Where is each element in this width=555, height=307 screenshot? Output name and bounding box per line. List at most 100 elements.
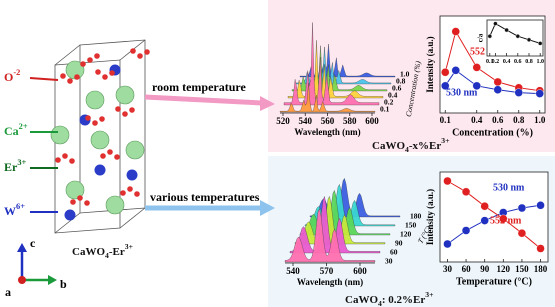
- data-point: [481, 217, 489, 225]
- ca-er-ion: [116, 86, 134, 104]
- data-point: [516, 34, 520, 38]
- ion-pointer: [30, 78, 58, 80]
- o-ion: [77, 195, 83, 201]
- x-tick-label: 580: [343, 116, 357, 126]
- text-part: CaWO: [345, 294, 378, 306]
- x-tick-label: 180: [534, 264, 548, 274]
- text-part: : 0.2%Er: [382, 294, 426, 306]
- data-point: [481, 202, 489, 210]
- x-tick-label: 0.2: [492, 59, 500, 65]
- series-label: 530 nm: [446, 87, 478, 98]
- x-tick-label: 120: [497, 264, 511, 274]
- pink-arrow: [145, 97, 262, 103]
- data-point: [505, 28, 509, 32]
- x-tick-label: 540: [299, 116, 313, 126]
- data-point: [488, 34, 492, 38]
- depth-tick-label: 60: [390, 248, 398, 257]
- o-ion: [87, 57, 93, 63]
- caption: CaWO4: 0.2%Er3+: [345, 290, 433, 307]
- arrow-label: room temperature: [152, 80, 247, 94]
- o-ion: [109, 70, 115, 76]
- structure-formula: CaWO4-Er3+: [72, 242, 133, 260]
- data-point: [441, 68, 449, 76]
- o-ion: [102, 74, 108, 80]
- depth-tick-label: 30: [385, 257, 393, 266]
- o-ion: [85, 115, 91, 121]
- depth-tick-label: 180: [410, 212, 422, 221]
- ca-er-ion: [51, 126, 69, 144]
- depth-tick-label: 120: [400, 230, 412, 239]
- x-axis-label: Temperature (°C): [456, 276, 532, 287]
- x-tick-label: 600: [353, 266, 367, 276]
- o-ion: [100, 153, 106, 159]
- o-ion: [129, 107, 135, 113]
- data-point: [538, 41, 542, 45]
- x-tick-label: 1.0: [534, 115, 546, 125]
- text-part: Ca: [4, 124, 19, 138]
- ion-label: W6+: [4, 202, 25, 217]
- data-point: [537, 245, 545, 253]
- x-tick-label: 570: [320, 266, 334, 276]
- x-axis-label: Concentration (%): [452, 127, 533, 138]
- o-ion: [144, 49, 150, 55]
- o-ion: [120, 190, 126, 196]
- data-point: [518, 204, 526, 212]
- data-point: [536, 90, 544, 98]
- axis-letter: a: [5, 285, 11, 299]
- w-ion: [65, 210, 76, 221]
- data-point: [462, 227, 470, 235]
- text-part: W: [4, 204, 16, 218]
- text-part: -x%Er: [409, 140, 442, 152]
- o-ion: [107, 149, 113, 155]
- depth-tick-label: 90: [395, 239, 403, 248]
- ion-label: Ca2+: [4, 122, 28, 137]
- text-part: 3+: [441, 136, 449, 145]
- coordinate-triad: [17, 243, 57, 285]
- text-part: -2: [13, 68, 20, 77]
- o-ion: [94, 53, 100, 59]
- o-ion: [122, 111, 128, 117]
- arrow-label: various temperatures: [150, 190, 260, 204]
- arrow-head: [48, 275, 57, 285]
- o-ion: [134, 191, 140, 197]
- o-ion: [115, 106, 121, 112]
- x-tick-label: 540: [286, 266, 300, 276]
- x-tick-label: 520: [276, 116, 290, 126]
- y-axis-label: c/a: [477, 33, 485, 42]
- ca-er-ion: [86, 91, 104, 109]
- data-point: [473, 63, 481, 71]
- series-label: 530 nm: [493, 182, 525, 193]
- o-ion: [137, 53, 143, 59]
- text-part: CaWO: [372, 140, 405, 152]
- x-tick-label: 0.4: [503, 59, 511, 65]
- o-ion: [74, 74, 80, 80]
- o-ion: [60, 73, 66, 79]
- arrow-head: [17, 243, 27, 252]
- cell-edge: [120, 208, 145, 228]
- data-point: [515, 89, 523, 97]
- x-tick-label: 0.8: [513, 115, 525, 125]
- o-ion: [70, 199, 76, 205]
- series-label: 552 nm: [490, 215, 522, 226]
- o-ion: [62, 153, 68, 159]
- data-point: [494, 78, 502, 86]
- depth-tick-label: 1.0: [400, 70, 410, 79]
- text-part: Er: [4, 160, 18, 174]
- data-point: [443, 177, 451, 185]
- text-part: 3+: [125, 242, 133, 251]
- o-ion: [127, 186, 133, 192]
- o-ion: [95, 69, 101, 75]
- o-ion: [69, 158, 75, 164]
- x-tick-label: 600: [365, 116, 379, 126]
- ion-label: O-2: [4, 68, 20, 83]
- x-tick-label: 0.6: [514, 59, 522, 65]
- o-ion: [99, 116, 105, 122]
- x-axis-label: Wavelength (nm): [294, 127, 360, 137]
- text-part: 3+: [425, 290, 433, 299]
- o-ion: [130, 48, 136, 54]
- text-part: -Er: [109, 246, 125, 258]
- figure: room temperature various temperatures c …: [0, 0, 555, 307]
- x-tick-label: 0.4: [471, 115, 483, 125]
- o-ion: [80, 61, 86, 67]
- x-tick-label: 60: [462, 264, 472, 274]
